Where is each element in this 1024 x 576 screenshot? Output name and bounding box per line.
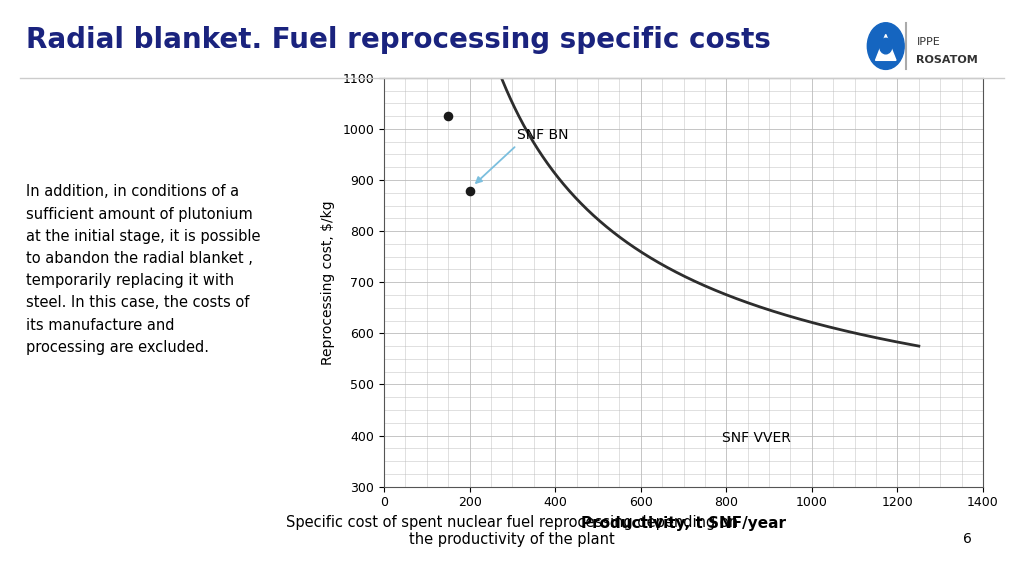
Text: Specific cost of spent nuclear fuel reprocessing depending on
the productivity o: Specific cost of spent nuclear fuel repr… — [286, 515, 738, 547]
Text: IPPE: IPPE — [916, 37, 940, 47]
Point — [440, 112, 457, 121]
Circle shape — [880, 38, 892, 54]
X-axis label: Productivity, t SNF/year: Productivity, t SNF/year — [581, 517, 786, 532]
Circle shape — [867, 22, 904, 69]
Text: SNF VVER: SNF VVER — [722, 431, 791, 445]
Text: Radial blanket. Fuel reprocessing specific costs: Radial blanket. Fuel reprocessing specif… — [26, 26, 770, 54]
Text: SNF BN: SNF BN — [517, 128, 568, 142]
Y-axis label: Reprocessing cost, $/kg: Reprocessing cost, $/kg — [322, 200, 336, 365]
Polygon shape — [876, 35, 896, 60]
Text: ROSATOM: ROSATOM — [916, 55, 978, 65]
Text: In addition, in conditions of a
sufficient amount of plutonium
at the initial st: In addition, in conditions of a sufficie… — [26, 184, 260, 355]
Point — [462, 187, 478, 196]
Text: 6: 6 — [963, 532, 972, 545]
